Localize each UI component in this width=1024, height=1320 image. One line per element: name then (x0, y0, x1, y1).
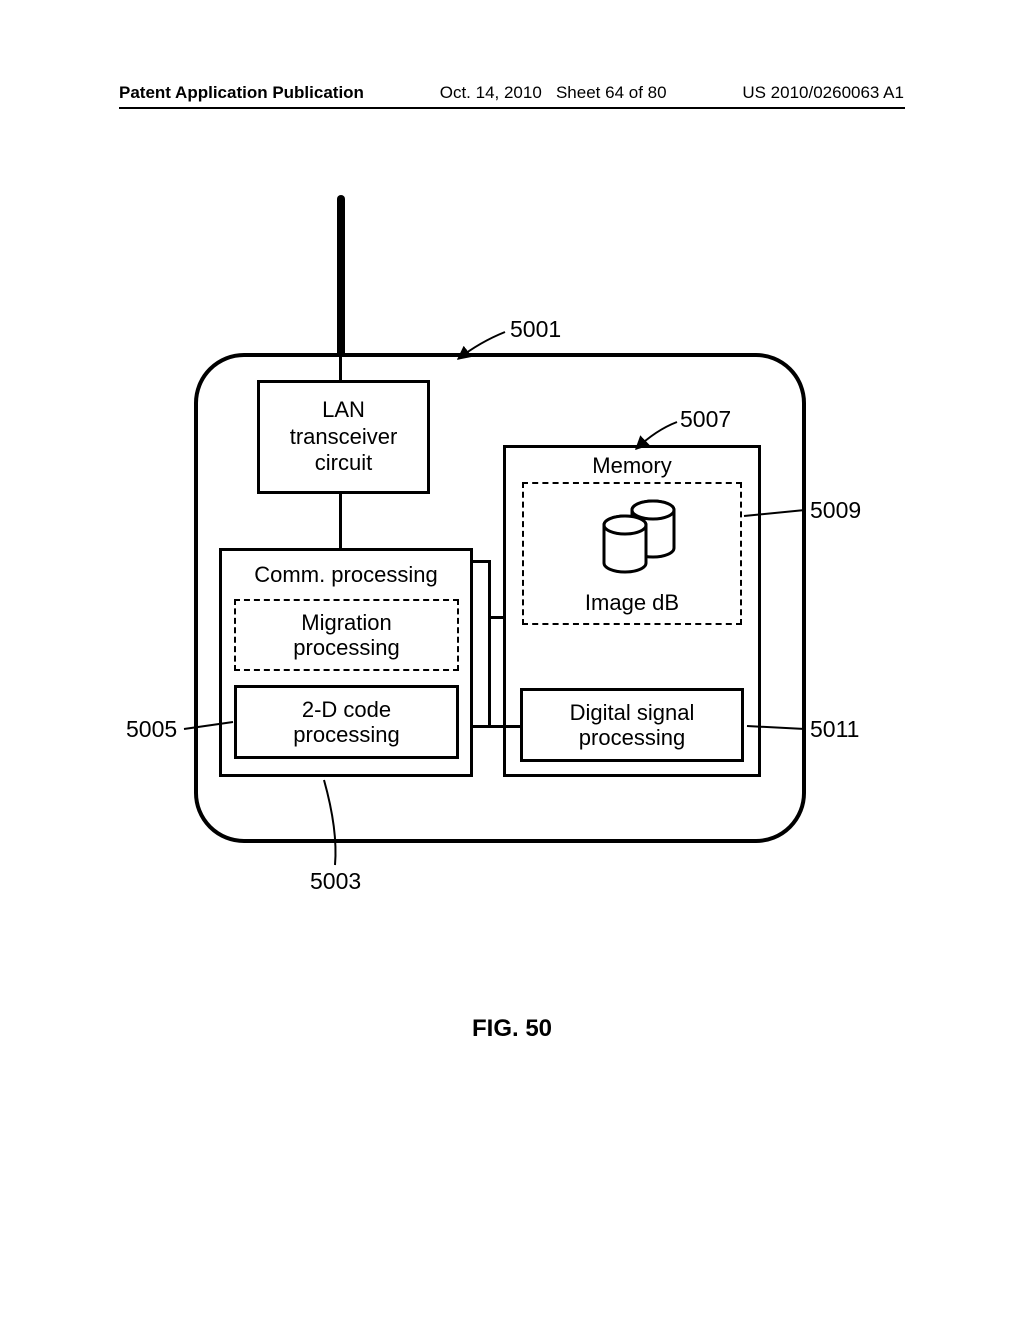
lan-label: LANtransceivercircuit (290, 397, 398, 476)
figure-stage: LANtransceivercircuit Comm. processing M… (0, 0, 1024, 1320)
dsp-label: Digital signalprocessing (570, 700, 695, 751)
lan-transceiver-block: LANtransceivercircuit (257, 380, 430, 494)
comm-processing-label: Comm. processing (219, 562, 473, 588)
connector-bus (488, 560, 491, 728)
patent-page: Patent Application Publication Oct. 14, … (0, 0, 1024, 1320)
ref-5001: 5001 (510, 316, 561, 343)
memory-label: Memory (520, 453, 744, 479)
ref-5009: 5009 (810, 497, 861, 524)
ref-5005: 5005 (126, 716, 177, 743)
dsp-block: Digital signalprocessing (520, 688, 744, 762)
figure-caption: FIG. 50 (0, 1015, 1024, 1043)
migration-label: Migrationprocessing (293, 610, 399, 661)
database-icon (585, 495, 695, 580)
code2d-label: 2-D codeprocessing (293, 697, 399, 748)
connector-lan-comm (339, 494, 342, 549)
ref-5011: 5011 (810, 716, 859, 743)
connector-bus (473, 725, 491, 728)
code2d-processing-block: 2-D codeprocessing (234, 685, 459, 759)
connector-bus (491, 616, 503, 619)
image-db-label: Image dB (522, 590, 742, 616)
ref-5007: 5007 (680, 406, 731, 433)
connector-antenna-lan (339, 356, 342, 381)
ref-5003: 5003 (310, 868, 361, 895)
connector-bus (491, 725, 520, 728)
antenna (337, 195, 345, 355)
migration-processing-block: Migrationprocessing (234, 599, 459, 671)
